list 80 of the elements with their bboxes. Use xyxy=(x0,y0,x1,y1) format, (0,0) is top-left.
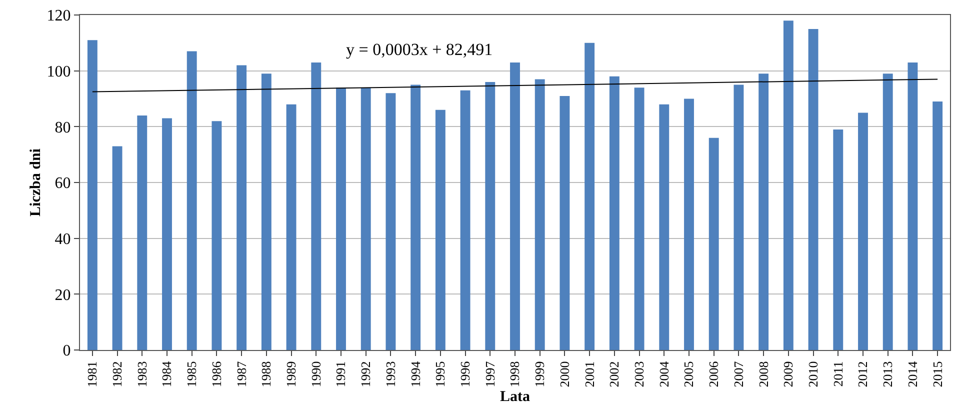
bar xyxy=(386,93,396,350)
bar xyxy=(932,102,943,350)
bar xyxy=(609,76,620,350)
bar xyxy=(708,138,719,350)
bar xyxy=(833,129,844,350)
bar xyxy=(758,74,769,350)
x-tick-label: 1987 xyxy=(234,360,249,388)
bar xyxy=(186,51,197,350)
x-tick-label: 1994 xyxy=(408,360,423,388)
x-tick-label: 1981 xyxy=(84,361,100,388)
x-tick-label: 1995 xyxy=(432,361,448,388)
bar xyxy=(137,116,148,350)
bar xyxy=(808,28,818,350)
y-tick-label: 20 xyxy=(54,286,71,304)
bar xyxy=(510,62,520,350)
x-tick-label: 2000 xyxy=(556,361,572,388)
bar xyxy=(908,62,918,350)
bar xyxy=(311,62,322,350)
x-tick-label: 1996 xyxy=(458,360,473,388)
bar xyxy=(560,96,570,350)
bar xyxy=(485,82,496,350)
bar xyxy=(858,112,868,350)
bar xyxy=(882,74,893,350)
y-tick-label: 100 xyxy=(46,63,71,80)
bar xyxy=(261,74,272,350)
x-axis-title: Lata xyxy=(500,389,530,406)
y-tick-label: 60 xyxy=(54,175,71,192)
bar xyxy=(460,90,470,350)
bar xyxy=(336,88,346,350)
x-tick-label: 2007 xyxy=(730,360,746,388)
x-tick-label: 1991 xyxy=(333,361,348,388)
bar xyxy=(112,146,122,350)
bar xyxy=(659,104,670,350)
x-tick-label: 1998 xyxy=(507,361,522,388)
bar xyxy=(410,84,421,350)
x-tick-label: 1990 xyxy=(308,361,324,388)
y-tick-label: 40 xyxy=(54,230,71,248)
x-tick-label: 1989 xyxy=(284,361,299,388)
y-tick-label: 120 xyxy=(46,8,71,25)
y-tick-label: 0 xyxy=(62,342,71,360)
y-tick-label: 80 xyxy=(54,119,71,136)
x-tick-label: 2012 xyxy=(855,361,870,388)
x-tick-label: 2001 xyxy=(582,361,597,388)
bar xyxy=(435,110,446,350)
bar xyxy=(87,40,98,350)
x-tick-label: 2002 xyxy=(606,361,622,388)
y-axis-title: Liczba dni xyxy=(28,148,44,216)
annotation: y = 0,0003x + 82,491 xyxy=(346,40,493,59)
x-tick-label: 1997 xyxy=(482,360,498,388)
bar xyxy=(684,98,694,350)
x-tick-label: 1986 xyxy=(208,360,224,388)
x-tick-label: 2009 xyxy=(780,361,796,388)
bar xyxy=(360,88,371,350)
bar xyxy=(584,42,595,350)
bar xyxy=(734,84,744,350)
bar xyxy=(212,121,222,350)
x-tick-label: 1983 xyxy=(134,361,150,388)
x-tick-label: 2005 xyxy=(681,361,696,388)
x-tick-label: 2010 xyxy=(806,361,821,388)
x-tick-label: 2014 xyxy=(904,360,920,388)
x-tick-label: 1993 xyxy=(382,361,398,388)
bar xyxy=(783,20,794,350)
bar xyxy=(162,118,172,350)
x-tick-label: 1982 xyxy=(110,361,125,388)
bar xyxy=(534,79,545,350)
x-tick-label: 2008 xyxy=(756,361,771,388)
x-tick-label: 1988 xyxy=(258,361,274,388)
x-tick-label: 2003 xyxy=(632,361,647,388)
x-tick-label: 2006 xyxy=(706,360,722,388)
bar xyxy=(286,104,296,350)
x-tick-label: 2011 xyxy=(830,361,846,387)
x-tick-label: 1984 xyxy=(159,360,174,388)
x-tick-label: 1992 xyxy=(358,361,374,388)
x-tick-label: 2013 xyxy=(880,361,896,388)
x-tick-label: 1999 xyxy=(532,361,548,388)
x-tick-label: 1985 xyxy=(184,361,200,388)
x-tick-label: 2015 xyxy=(930,361,945,388)
bar xyxy=(236,65,247,350)
x-tick-label: 2004 xyxy=(656,360,672,388)
bar xyxy=(634,88,644,350)
